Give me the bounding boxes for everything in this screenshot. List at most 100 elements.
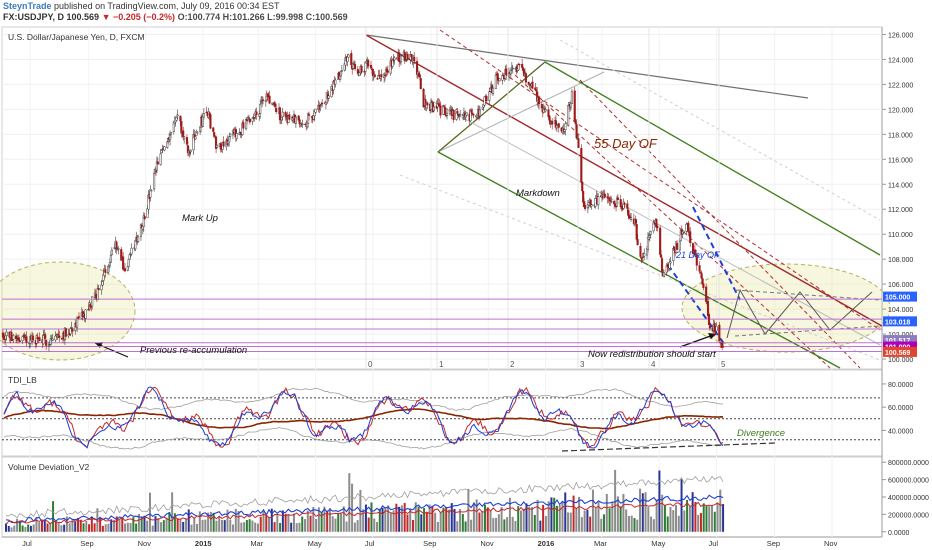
- candle-body: [470, 109, 473, 113]
- candle-body: [127, 258, 130, 267]
- candle-body: [496, 73, 499, 81]
- volume-bar: [555, 505, 558, 532]
- candle-body: [247, 117, 250, 119]
- candle-body: [367, 60, 370, 67]
- candle-body: [505, 68, 508, 76]
- candle-body: [358, 72, 361, 76]
- volume-bar: [459, 509, 462, 532]
- volume-bar: [558, 505, 561, 532]
- volume-bar: [223, 520, 226, 532]
- candle-body: [196, 132, 199, 134]
- volume-bar: [514, 520, 517, 532]
- candle-body: [10, 332, 13, 341]
- candle-body: [156, 161, 159, 165]
- volume-bar: [218, 516, 221, 532]
- volume-bar: [287, 513, 290, 532]
- volume-bar: [381, 507, 384, 532]
- volume-bar: [531, 507, 534, 532]
- candle-body: [4, 335, 7, 340]
- volume-bar: [375, 522, 378, 532]
- volume-bar: [630, 515, 633, 532]
- grid: [2, 27, 882, 537]
- volume-bar: [356, 520, 359, 532]
- volume-bar: [126, 522, 129, 532]
- volume-bar: [713, 511, 716, 532]
- candle-body: [538, 96, 541, 105]
- volume-bar: [157, 518, 160, 532]
- candle-body: [201, 116, 204, 127]
- candle-body: [57, 333, 60, 336]
- volume-bar: [464, 521, 467, 532]
- volume-bar: [478, 512, 481, 532]
- volume-bar: [198, 511, 201, 532]
- volume-bar: [328, 508, 331, 532]
- volume-bar: [21, 525, 24, 532]
- volume-bar: [470, 519, 473, 532]
- candle-body: [47, 344, 50, 347]
- price-tick-label: 122.000: [888, 82, 913, 89]
- volume-bar: [517, 506, 520, 532]
- author-link[interactable]: SteynTrade: [3, 1, 52, 11]
- candle-body: [159, 153, 162, 165]
- volume-bar: [309, 515, 312, 532]
- candle-body: [478, 109, 481, 117]
- candle-body: [321, 102, 324, 105]
- volume-bar: [85, 521, 88, 532]
- volume-bar: [625, 509, 628, 532]
- candle-body: [301, 123, 304, 125]
- volume-bar: [483, 504, 486, 532]
- volume-bar: [110, 519, 113, 532]
- candle-body: [120, 249, 123, 261]
- volume-bar: [82, 523, 85, 532]
- volume-bar: [434, 512, 437, 532]
- candle-body: [215, 144, 219, 148]
- candle-body: [555, 124, 558, 129]
- green-base-line: [437, 61, 546, 153]
- volume-bar: [265, 514, 268, 532]
- candle-body: [54, 335, 57, 341]
- volume-bar: [475, 499, 478, 532]
- volume-bar: [256, 523, 259, 532]
- candle-body: [386, 70, 389, 73]
- volume-bar: [187, 509, 190, 532]
- candle-body: [338, 75, 342, 80]
- volume-bar: [234, 508, 237, 532]
- volume-bar: [190, 524, 193, 532]
- volume-bar: [539, 520, 542, 532]
- volume-bar: [29, 525, 32, 532]
- volume-bar: [229, 519, 232, 532]
- candle-body: [685, 224, 688, 232]
- volume-bar: [154, 516, 157, 532]
- volume-bar: [204, 519, 207, 532]
- volume-bar: [212, 512, 215, 532]
- volume-bar: [279, 522, 282, 532]
- volume-bar: [572, 495, 575, 532]
- volume-bar: [591, 489, 594, 532]
- volume-bar: [232, 524, 235, 532]
- price-change: ▼ −0.205 (−0.2%): [101, 12, 176, 22]
- volume-bar: [500, 507, 503, 532]
- volume-bar: [52, 501, 55, 532]
- candle-body: [590, 204, 593, 207]
- candle-body: [430, 101, 433, 110]
- candle-body: [715, 325, 718, 332]
- volume-bar: [619, 506, 622, 532]
- candle-body: [488, 91, 491, 101]
- volume-bar: [323, 506, 326, 532]
- main-pane-title: U.S. Dollar/Japanese Yen, D, FXCM: [8, 32, 145, 42]
- volume-bar: [176, 518, 179, 532]
- candle-body: [458, 115, 461, 117]
- volume-tick-label: 800000.0000: [888, 460, 929, 467]
- candle-body: [261, 100, 264, 103]
- candle-body: [646, 237, 650, 250]
- 21day-of-annotation: 21 Day OF: [675, 250, 720, 260]
- price-marker-label: 100.569: [885, 350, 910, 357]
- tdi-lines: [2, 386, 882, 450]
- volume-bar: [364, 504, 367, 532]
- volume-bar: [304, 519, 307, 532]
- candle-body: [175, 117, 178, 121]
- candle-body: [413, 56, 416, 62]
